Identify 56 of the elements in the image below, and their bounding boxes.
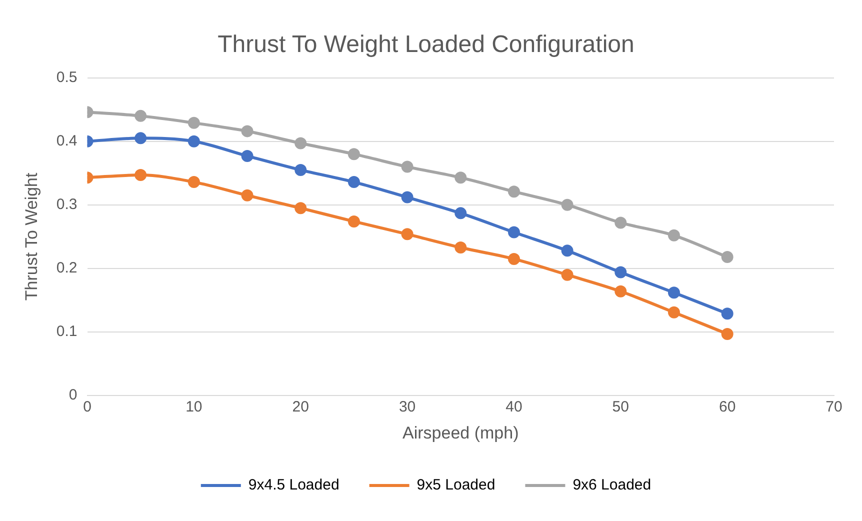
point [294, 137, 307, 150]
x-tick-label: 10 [186, 398, 202, 416]
point [561, 268, 574, 281]
x-tick-label: 40 [506, 398, 522, 416]
point [614, 266, 627, 278]
point [188, 135, 200, 148]
point [668, 286, 680, 299]
point [454, 172, 467, 184]
point [134, 169, 147, 182]
legend-label: 9x6 Loaded [572, 476, 652, 494]
point [348, 215, 360, 228]
point [134, 132, 147, 144]
legend-label: 9x5 Loaded [416, 476, 496, 494]
y-tick-label: 0.1 [56, 323, 78, 340]
y-tick-label: 0.2 [56, 260, 78, 277]
y-tick-label: 0.4 [56, 132, 78, 150]
point [188, 176, 200, 188]
y-axis-title: Thrust To Weight [22, 172, 41, 301]
point [721, 328, 734, 340]
point [721, 251, 734, 264]
x-tick-label: 70 [826, 398, 842, 416]
x-tick-label: 30 [398, 398, 416, 416]
y-tick-label: 0.3 [56, 196, 78, 214]
point [668, 229, 680, 242]
point [294, 202, 307, 214]
point [454, 242, 467, 254]
chart-title: Thrust To Weight Loaded Configuration [218, 31, 634, 58]
y-tick-label: 0.5 [56, 68, 78, 86]
point [721, 308, 734, 320]
point [508, 252, 520, 265]
point [454, 207, 467, 220]
point [668, 306, 680, 318]
point [348, 176, 360, 188]
point [134, 110, 147, 122]
point [508, 186, 520, 198]
point [401, 228, 414, 240]
point [241, 189, 254, 202]
x-tick-label: 60 [718, 398, 736, 416]
x-axis-title: Airspeed (mph) [402, 423, 519, 442]
point [294, 164, 307, 176]
point [561, 244, 574, 257]
x-tick-label: 50 [612, 398, 629, 416]
point [188, 116, 200, 129]
x-tick-label: 0 [83, 398, 92, 416]
x-tick-label: 20 [292, 398, 309, 416]
point [508, 226, 520, 238]
point [241, 125, 254, 138]
point [561, 198, 574, 211]
point [614, 285, 627, 298]
point [348, 148, 360, 160]
point [614, 216, 627, 229]
point [401, 191, 414, 204]
point [401, 160, 414, 173]
point [241, 150, 254, 162]
legend-label: 9x4.5 Loaded [248, 476, 340, 494]
y-tick-label: 0 [68, 386, 78, 404]
